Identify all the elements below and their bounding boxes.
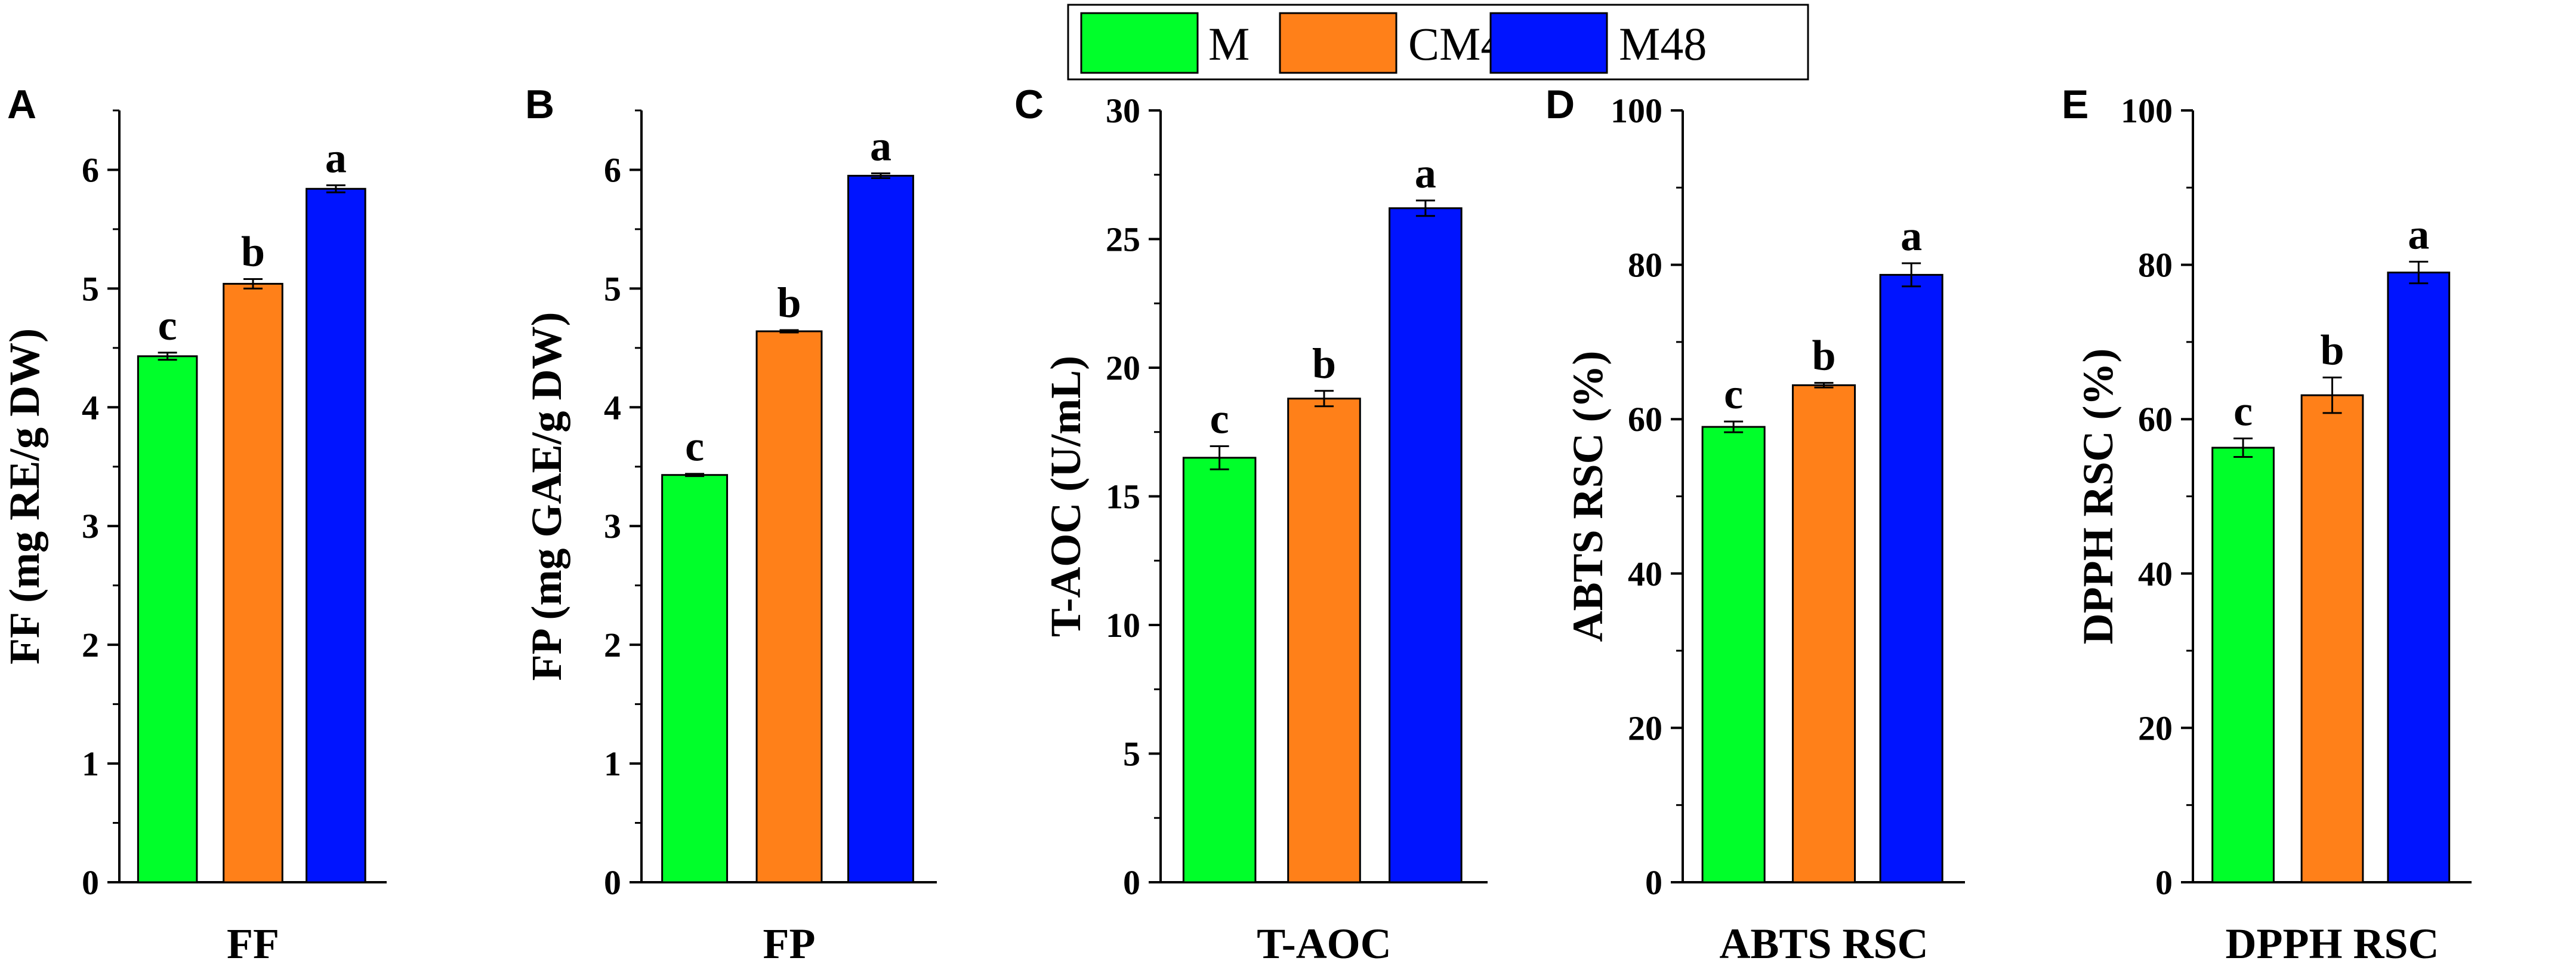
panel-c-ytick-label: 30 [1106, 91, 1140, 130]
panel-e-sig-cm48: b [2320, 326, 2344, 374]
panel-c-letter: C [1014, 82, 1044, 127]
panel-c-bar-m48 [1389, 207, 1463, 883]
panel-d-ytick-label: 20 [1628, 709, 1662, 747]
panel-d-ytick-label: 40 [1628, 555, 1662, 593]
panel-d-sig-m: c [1724, 370, 1743, 418]
panel-c-sig-cm48: b [1312, 340, 1336, 387]
panel-d-ytick-label: 80 [1628, 246, 1662, 285]
panel-e-sig-m48: a [2408, 210, 2429, 258]
panel-c-sig-m48: a [1415, 149, 1436, 197]
panel-d-bar-cm48 [1791, 384, 1856, 883]
panel-a-letter: A [7, 82, 36, 127]
panel-e-letter: E [2062, 82, 2088, 127]
panel-e-bar-cm48 [2300, 394, 2364, 883]
panel-a-ytick-label: 4 [82, 388, 99, 427]
panel-c-ytick-label: 5 [1123, 735, 1140, 774]
panel-c-ytick-label: 15 [1106, 478, 1140, 516]
panel-b-xlabel: FP [763, 920, 816, 968]
panel-a-ytick-label: 2 [82, 626, 99, 664]
panel-e-xlabel: DPPH RSC [2226, 920, 2439, 968]
panel-b-sig-m: c [685, 423, 704, 470]
panel-c-ytick-label: 25 [1106, 220, 1140, 259]
panel-a-bar-m [137, 355, 198, 883]
panel-b-ytick-label: 5 [604, 269, 621, 308]
legend-swatch-cm48 [1279, 12, 1397, 74]
panel-c-xlabel: T-AOC [1257, 920, 1391, 968]
panel-a-sig-m48: a [325, 134, 347, 181]
panel-c-ytick-label: 20 [1106, 349, 1140, 387]
panel-d-ytick-label: 0 [1645, 863, 1662, 902]
panel-a-ytick-label: 6 [82, 150, 99, 189]
panel-a-ytick-label: 0 [82, 863, 99, 902]
panel-d-bar-m48 [1879, 273, 1943, 883]
panel-b-ytick-label: 6 [604, 150, 621, 189]
panel-b-ytick-label: 4 [604, 388, 621, 427]
panel-d-ytick-label: 60 [1628, 400, 1662, 439]
panel-e-bar-m48 [2387, 272, 2451, 883]
panel-a-ytick-label: 1 [82, 744, 99, 783]
panel-b-ylabel: FP (mg GAE/g DW) [523, 312, 570, 681]
panel-a-ylabel: FF (mg RE/g DW) [1, 328, 48, 664]
panel-c-sig-m: c [1210, 395, 1229, 442]
legend-swatch-m [1080, 12, 1199, 74]
panel-c-ylabel: T-AOC (U/mL) [1042, 356, 1090, 637]
panel-b-ytick-label: 0 [604, 863, 621, 902]
legend-label-m: M [1208, 18, 1250, 70]
panel-c-ytick-label: 10 [1106, 606, 1140, 645]
panel-a-xlabel: FF [227, 920, 279, 968]
panel-a-ytick-label: 3 [82, 507, 99, 546]
legend-swatch-m48 [1489, 12, 1608, 74]
panel-e-ytick-label: 20 [2138, 709, 2173, 747]
panel-e-ytick-label: 100 [2121, 91, 2173, 130]
panel-e-ylabel: DPPH RSC (%) [2074, 349, 2122, 645]
panel-b-sig-m48: a [870, 122, 891, 170]
panel-d-xlabel: ABTS RSC [1719, 920, 1928, 968]
panel-d-sig-m48: a [1901, 212, 1922, 260]
panel-c-bar-m [1182, 457, 1257, 883]
panel-a-ytick-label: 5 [82, 269, 99, 308]
panel-a-bar-cm48 [223, 282, 283, 883]
panel-b-bar-m48 [847, 174, 914, 883]
panel-c-bar-cm48 [1287, 398, 1361, 883]
panel-c-ytick-label: 0 [1123, 863, 1140, 902]
panel-d-sig-cm48: b [1812, 331, 1835, 379]
panel-e-ytick-label: 0 [2155, 863, 2173, 902]
panel-b-bar-m [661, 474, 729, 883]
panel-e-sig-m: c [2233, 387, 2253, 435]
panel-e-ytick-label: 60 [2138, 400, 2173, 439]
panel-b-bar-cm48 [755, 330, 823, 883]
panel-d-bar-m [1701, 426, 1766, 883]
panel-d-ylabel: ABTS RSC (%) [1564, 350, 1612, 642]
panel-b-sig-cm48: b [777, 279, 801, 327]
panel-a-sig-m: c [158, 301, 177, 349]
panel-d-letter: D [1545, 82, 1575, 127]
panel-e-ytick-label: 40 [2138, 555, 2173, 593]
legend-label-m48: M48 [1619, 18, 1707, 70]
panel-e-bar-m [2211, 446, 2275, 883]
panel-b-ytick-label: 2 [604, 626, 621, 664]
panel-b-ytick-label: 1 [604, 744, 621, 783]
panel-b-ytick-label: 3 [604, 507, 621, 546]
panel-b-letter: B [525, 82, 554, 127]
panel-a-bar-m48 [306, 187, 366, 883]
panel-e-ytick-label: 80 [2138, 246, 2173, 285]
panel-a-sig-cm48: b [241, 227, 265, 275]
panel-d-ytick-label: 100 [1611, 91, 1662, 130]
